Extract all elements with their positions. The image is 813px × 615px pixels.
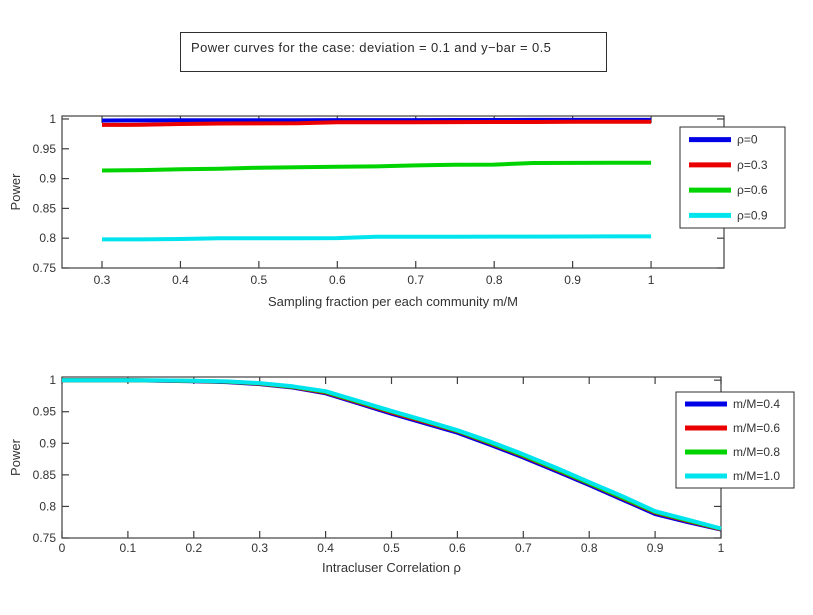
x-tick-label: 0.4 xyxy=(317,541,334,555)
x-tick-label: 1 xyxy=(648,273,655,287)
legend-label: m/M=0.8 xyxy=(733,445,780,459)
x-tick-label: 0.3 xyxy=(251,541,268,555)
y-tick-label: 0.8 xyxy=(39,499,56,513)
x-tick-label: 0.5 xyxy=(251,273,268,287)
legend-label: ρ=0.9 xyxy=(737,208,768,222)
series-line--0.9 xyxy=(102,234,652,242)
y-axis-label: Power xyxy=(8,438,23,476)
x-tick-label: 0.3 xyxy=(94,273,111,287)
x-tick-label: 0.4 xyxy=(172,273,189,287)
y-tick-label: 1 xyxy=(49,373,56,387)
x-tick-label: 0.1 xyxy=(120,541,137,555)
series-line-m-M-1.0 xyxy=(62,378,722,531)
x-tick-label: 0 xyxy=(59,541,66,555)
x-tick-label: 0.9 xyxy=(564,273,581,287)
x-tick-label: 0.6 xyxy=(449,541,466,555)
y-tick-label: 0.85 xyxy=(33,468,57,482)
x-tick-label: 0.5 xyxy=(383,541,400,555)
power-vs-sampling-fraction-chart: 0.3 0.4 0.5 0.6 0.7 0.8 0.9 1 0.75 0.8 0.85 0.9 0.95… xyxy=(8,112,786,309)
legend-box xyxy=(679,126,786,229)
legend-label: m/M=0.6 xyxy=(733,421,780,435)
y-tick-label: 0.95 xyxy=(33,405,57,419)
x-axis-label: Sampling fraction per each community m/M xyxy=(268,294,518,309)
x-tick-label: 0.2 xyxy=(185,541,202,555)
legend-label: ρ=0.3 xyxy=(737,158,768,172)
y-tick-label: 0.95 xyxy=(33,142,57,156)
y-tick-label: 0.9 xyxy=(39,436,56,450)
y-tick-label: 0.75 xyxy=(33,261,57,275)
series-line--0.3 xyxy=(101,119,652,127)
series-line-m-M-0.4 xyxy=(62,378,722,532)
legend: ρ=0 ρ=0.3 ρ=0.6 ρ=0.9 xyxy=(679,126,786,229)
axes-box xyxy=(61,376,722,539)
legend-label: m/M=1.0 xyxy=(733,469,780,483)
legend-label: ρ=0.6 xyxy=(737,183,768,197)
series-line-m-M-0.6 xyxy=(62,378,722,532)
y-tick-label: 1 xyxy=(49,112,56,126)
x-tick-label: 0.7 xyxy=(515,541,532,555)
x-tick-label: 1 xyxy=(718,541,725,555)
figure-title: Power curves for the case: deviation = 0… xyxy=(191,40,552,55)
y-tick-label: 0.8 xyxy=(39,231,56,245)
series-line--0.6 xyxy=(101,160,652,173)
power-vs-intracluster-correlation-chart: 0 0.1 0.2 0.3 0.4 0.5 0.6 0.7 0.8 0.9 1 0.75 0.8 0.85… xyxy=(8,373,795,575)
series-line-m-M-0.8 xyxy=(62,378,722,531)
figure-title-box: Power curves for the case: deviation = 0… xyxy=(180,32,607,72)
axes-box xyxy=(61,115,725,269)
y-tick-label: 0.75 xyxy=(33,531,57,545)
y-tick-label: 0.9 xyxy=(39,172,56,186)
x-tick-label: 0.7 xyxy=(407,273,424,287)
legend: m/M=0.4 m/M=0.6 m/M=0.8 m/M=1.0 xyxy=(675,391,795,489)
legend-label: m/M=0.4 xyxy=(733,397,780,411)
x-tick-label: 0.9 xyxy=(647,541,664,555)
x-axis-label: Intracluser Correlation ρ xyxy=(322,560,461,575)
x-tick-label: 0.8 xyxy=(581,541,598,555)
x-tick-label: 0.6 xyxy=(329,273,346,287)
y-axis-label: Power xyxy=(8,173,23,211)
x-tick-label: 0.8 xyxy=(486,273,503,287)
legend-box xyxy=(675,391,795,489)
legend-label: ρ=0 xyxy=(737,133,758,147)
y-tick-label: 0.85 xyxy=(33,201,57,215)
